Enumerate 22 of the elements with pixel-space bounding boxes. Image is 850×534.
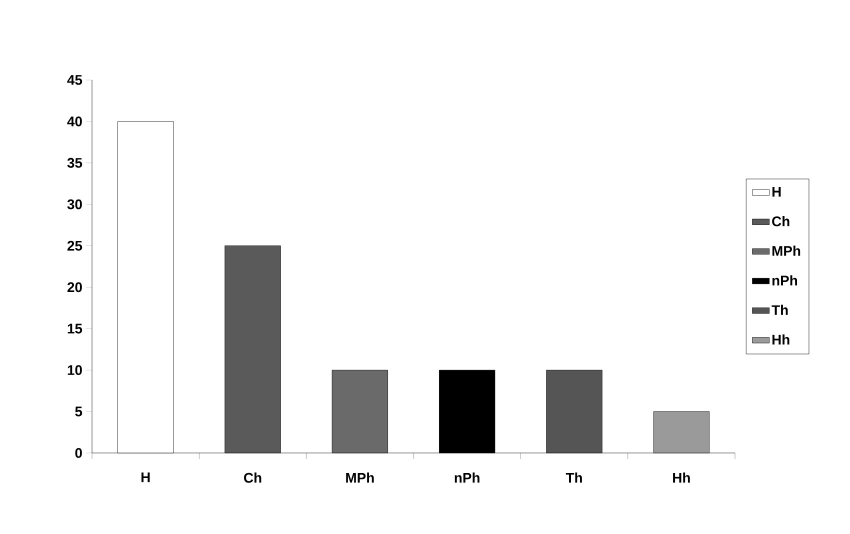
legend-label: Ch: [772, 216, 790, 226]
y-tick-label: 40: [67, 116, 82, 126]
x-tick-label: Hh: [673, 472, 690, 483]
legend-label: H: [772, 186, 781, 197]
y-tick-label: 5: [75, 406, 82, 416]
y-tick-label: 25: [67, 240, 82, 251]
x-tick-label: nPh: [454, 472, 480, 483]
y-tick-label: 20: [67, 282, 82, 292]
legend-label: MPh: [772, 246, 800, 256]
y-tick-label: 10: [68, 365, 82, 376]
y-tick-label: 35: [67, 158, 82, 168]
x-tick-label: Th: [566, 472, 582, 483]
legend-label: nPh: [772, 275, 798, 286]
x-tick-label: H: [141, 472, 150, 482]
legend-label: Hh: [772, 334, 790, 344]
y-tick-label: 15: [68, 324, 82, 334]
y-tick-label: 0: [75, 448, 82, 458]
y-tick-label: 30: [67, 199, 82, 210]
x-tick-label: MPh: [346, 472, 374, 483]
y-tick-label: 45: [67, 75, 82, 85]
legend-label: Th: [772, 304, 788, 315]
x-tick-label: Ch: [244, 472, 262, 483]
